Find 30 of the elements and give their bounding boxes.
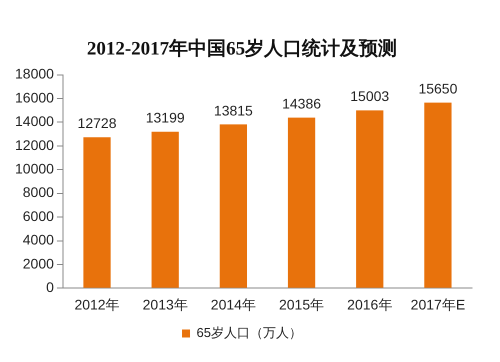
data-label: 15003 [350,88,390,104]
x-tick-label: 2015年 [278,296,324,312]
chart-title: 2012-2017年中国65岁人口统计及预测 [86,37,398,60]
data-label: 14386 [282,96,322,112]
x-tick-label: 2017年E [410,296,466,312]
x-tick-label: 2013年 [142,296,188,312]
bar [424,102,452,288]
y-tick-label: 10000 [14,160,54,177]
x-tick-label: 2016年 [347,296,392,312]
data-label: 13815 [214,102,254,118]
bar [220,124,248,288]
x-tick-label: 2014年 [210,296,256,312]
y-tick-label: 12000 [14,136,54,153]
data-label: 15650 [418,80,458,97]
y-tick-label: 6000 [22,208,54,224]
data-label: 12728 [78,115,117,132]
bar [83,137,111,288]
y-tick-label: 4000 [22,232,54,248]
x-tick-label: 2012年 [74,296,120,312]
bar [152,132,179,288]
y-tick-label: 14000 [14,113,54,130]
y-tick-label: 8000 [22,184,54,200]
y-tick-label: 18000 [14,66,54,82]
y-tick-label: 0 [46,279,54,296]
data-label: 13199 [146,110,185,126]
bar [288,118,316,288]
y-tick-label: 16000 [14,89,54,106]
legend-label: 65岁人口（万人） [196,325,302,340]
y-tick-label: 2000 [22,255,54,272]
bar [356,110,384,288]
